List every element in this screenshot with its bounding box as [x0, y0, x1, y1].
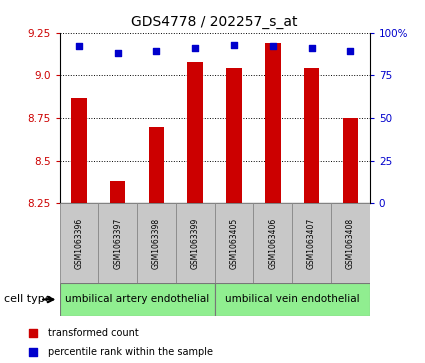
- Bar: [187, 62, 203, 203]
- Point: [308, 45, 315, 51]
- Bar: [176, 203, 215, 283]
- Bar: [60, 283, 215, 316]
- Bar: [343, 118, 358, 203]
- Text: GSM1063396: GSM1063396: [74, 217, 83, 269]
- Point: [153, 49, 160, 54]
- Bar: [215, 203, 253, 283]
- Bar: [253, 203, 292, 283]
- Point: [231, 42, 238, 48]
- Text: GSM1063399: GSM1063399: [191, 217, 200, 269]
- Point: [269, 44, 276, 49]
- Text: GSM1063408: GSM1063408: [346, 218, 355, 269]
- Point: [114, 50, 121, 56]
- Point: [29, 330, 36, 336]
- Text: cell type: cell type: [4, 294, 52, 305]
- Point: [76, 44, 82, 49]
- Bar: [292, 203, 331, 283]
- Point: [29, 349, 36, 355]
- Bar: [331, 203, 370, 283]
- Text: umbilical artery endothelial: umbilical artery endothelial: [65, 294, 209, 305]
- Bar: [71, 98, 87, 203]
- Point: [192, 45, 198, 51]
- Point: [347, 49, 354, 54]
- Bar: [60, 203, 98, 283]
- Bar: [304, 69, 319, 203]
- Text: GSM1063398: GSM1063398: [152, 218, 161, 269]
- Text: percentile rank within the sample: percentile rank within the sample: [48, 347, 213, 357]
- Title: GDS4778 / 202257_s_at: GDS4778 / 202257_s_at: [131, 15, 298, 29]
- Bar: [149, 127, 164, 203]
- Text: GSM1063405: GSM1063405: [230, 217, 238, 269]
- Bar: [137, 203, 176, 283]
- Text: umbilical vein endothelial: umbilical vein endothelial: [225, 294, 360, 305]
- Text: GSM1063406: GSM1063406: [268, 217, 277, 269]
- Bar: [98, 203, 137, 283]
- Text: GSM1063407: GSM1063407: [307, 217, 316, 269]
- Bar: [226, 69, 242, 203]
- Text: GSM1063397: GSM1063397: [113, 217, 122, 269]
- Bar: [215, 283, 370, 316]
- Text: transformed count: transformed count: [48, 328, 139, 338]
- Bar: [110, 181, 125, 203]
- Bar: [265, 43, 280, 203]
